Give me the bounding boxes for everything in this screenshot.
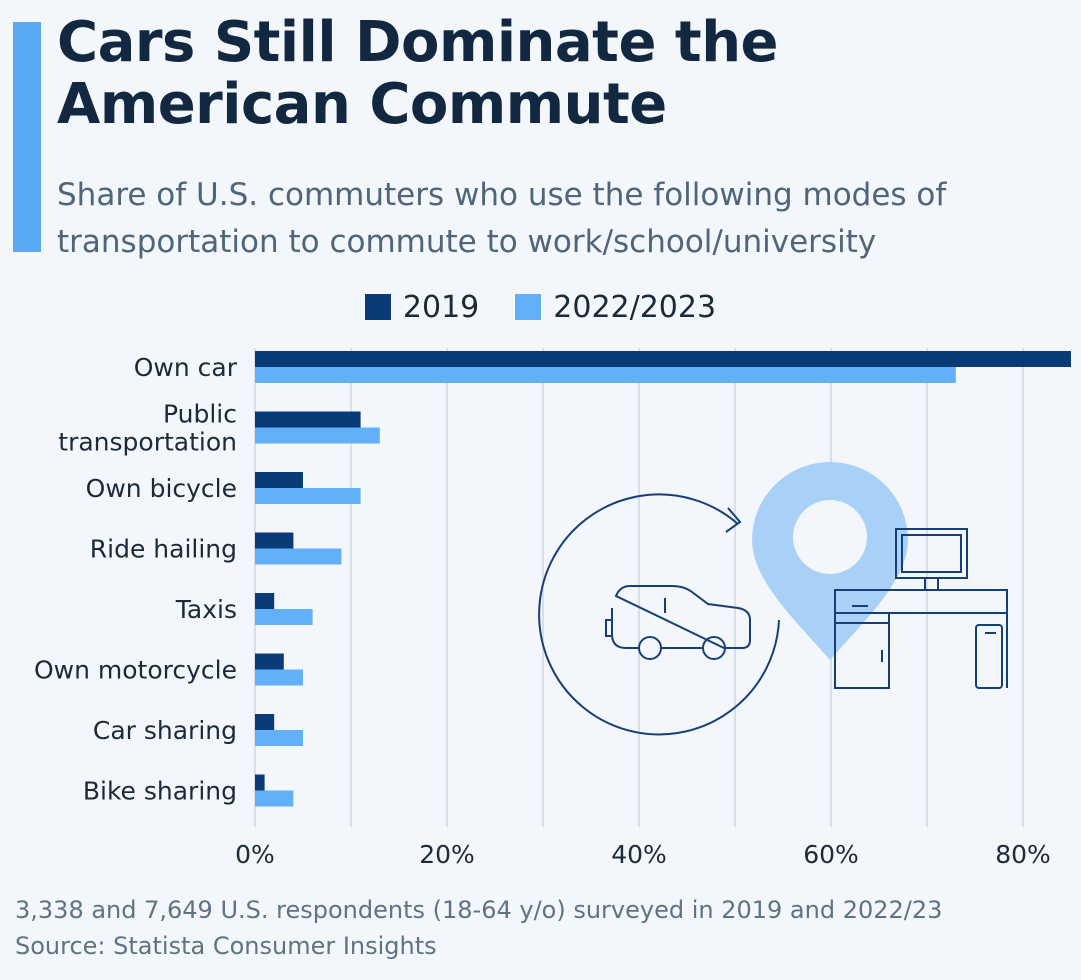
category-label: Bike sharing [83,777,237,806]
bar-2022-2023 [255,730,303,746]
bar-2019 [255,653,284,670]
legend-item-2022-2023: 2022/2023 [515,290,716,325]
category-label: Ride hailing [90,535,237,564]
circular-arrow-icon [538,493,780,736]
category-label: Public transportation [58,400,237,457]
bar-chart: Own car Public transportation Own bicycle Ri… [34,348,1071,869]
bar-2019 [255,714,275,730]
bar-2019 [255,351,1071,367]
bar-2019 [255,774,265,791]
x-tick-label: 40% [611,840,667,869]
category-label: Car sharing [93,716,237,745]
chart-subtitle: Share of U.S. commuters who use the foll… [57,177,947,260]
chart-title: Cars Still Dominate the American Commute [57,10,779,137]
bar-2022-2023 [255,669,303,686]
x-tick-label: 80% [995,840,1051,869]
bar-2022-2023 [255,609,313,625]
bar-2022-2023 [255,548,342,565]
bar-2019 [255,472,303,488]
legend-label-2022-2023: 2022/2023 [553,289,717,325]
category-label: Taxis [175,595,237,624]
x-tick-label: 20% [419,840,475,869]
category-label: Own car [134,353,238,382]
survey-note: 3,338 and 7,649 U.S. respondents (18-64 … [15,896,943,924]
bar-2022-2023 [255,488,361,504]
location-pin-icon [752,462,908,660]
bar-2019 [255,593,275,609]
bar-2022-2023 [255,427,380,444]
commute-illustration [538,462,1008,736]
category-label: Own bicycle [86,474,237,503]
title-accent-bar [13,22,41,252]
category-label: Own motorcycle [34,656,237,685]
desk-icon [834,589,1008,689]
bar-2019 [255,532,294,549]
computer-monitor-icon [895,528,968,590]
legend-swatch-2022-2023 [515,294,542,320]
x-tick-label: 60% [803,840,859,869]
bar-2022-2023 [255,367,956,383]
x-tick-label: 0% [235,840,275,869]
bar-2019 [255,411,361,428]
car-icon [605,585,751,660]
source-note: Source: Statista Consumer Insights [15,932,437,960]
bar-2022-2023 [255,790,294,807]
legend-label-2019: 2019 [402,289,480,325]
legend-swatch-2019 [364,294,391,320]
legend-item-2019: 2019 [364,289,480,325]
legend: 2019 2022/2023 [0,285,1081,329]
chart-footer: 3,338 and 7,649 U.S. respondents (18-64 … [15,892,942,964]
